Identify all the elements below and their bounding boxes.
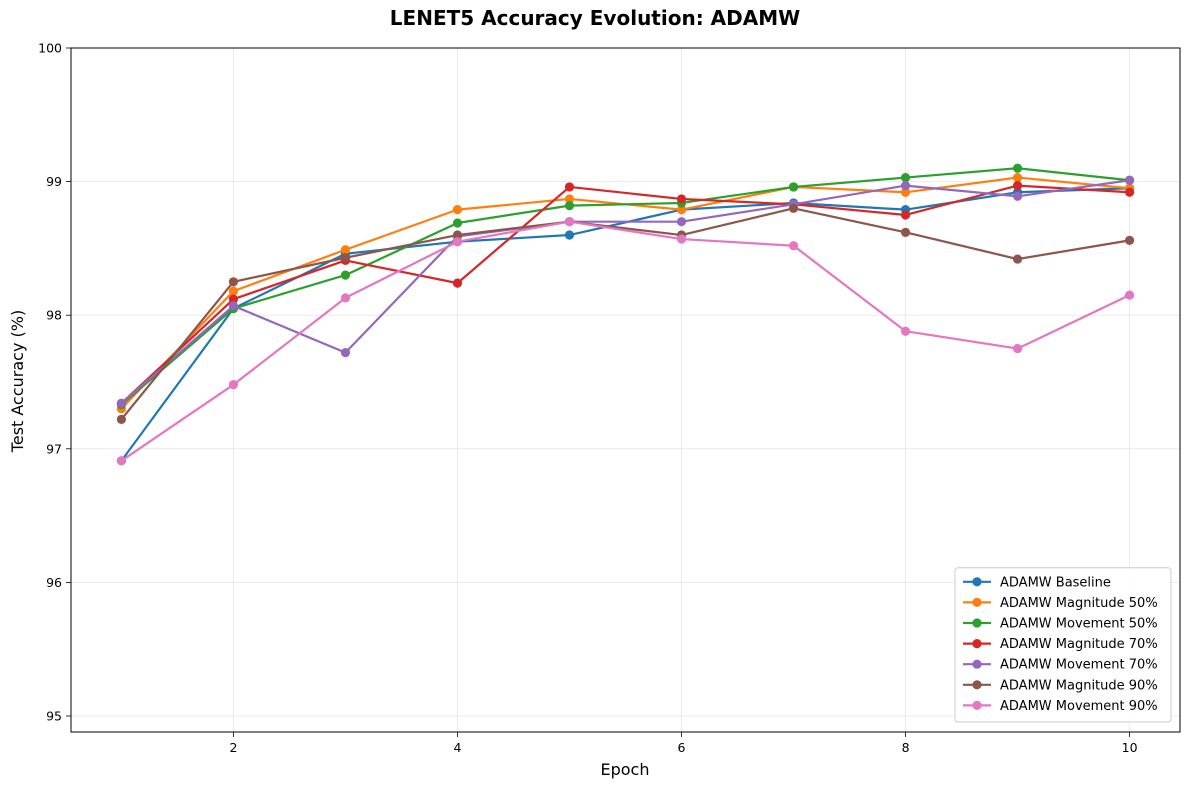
data-point — [452, 278, 463, 288]
data-point — [228, 277, 239, 287]
data-point — [228, 380, 239, 390]
series-4 — [116, 181, 1135, 408]
data-point — [340, 270, 351, 280]
legend-marker — [972, 577, 982, 587]
plot-frame — [70, 47, 1181, 733]
legend-label: ADAMW Magnitude 50% — [1000, 596, 1158, 611]
y-tick-label: 100 — [38, 41, 62, 56]
data-point — [564, 201, 575, 211]
data-point — [1124, 187, 1135, 197]
legend-label: ADAMW Magnitude 70% — [1000, 637, 1158, 652]
data-point — [900, 172, 911, 183]
y-axis-label: Test Accuracy (%) — [8, 310, 27, 453]
legend-label: ADAMW Movement 90% — [1000, 699, 1158, 714]
data-point — [116, 414, 127, 424]
data-point — [900, 227, 911, 237]
x-tick-label: 10 — [1122, 740, 1138, 755]
data-point — [340, 245, 351, 255]
legend-marker — [972, 639, 982, 649]
series-line — [120, 220, 1131, 462]
series-line — [120, 179, 1130, 405]
data-point — [1124, 175, 1135, 185]
data-point — [900, 181, 911, 191]
data-point — [900, 326, 911, 336]
data-point — [452, 205, 463, 215]
data-point — [340, 253, 351, 263]
chart-title: LENET5 Accuracy Evolution: ADAMW — [390, 6, 800, 30]
data-point — [228, 286, 239, 296]
series-line — [120, 207, 1130, 421]
data-point — [564, 194, 575, 204]
data-point — [564, 230, 575, 240]
legend-item: ADAMW Movement 50% — [963, 617, 1158, 632]
y-tick-label: 97 — [46, 441, 62, 456]
data-point — [1012, 191, 1023, 201]
data-point — [452, 237, 463, 247]
data-point — [452, 230, 463, 240]
legend-item: ADAMW Movement 90% — [963, 699, 1158, 714]
x-tick-label: 6 — [678, 740, 686, 755]
legend: ADAMW Baseline ADAMW Magnitude 50% ADAMW M… — [954, 567, 1172, 723]
data-point — [676, 234, 687, 244]
series-1 — [116, 183, 1135, 466]
legend-item: ADAMW Movement 70% — [963, 658, 1158, 673]
data-point — [1012, 343, 1023, 354]
data-point — [116, 398, 127, 408]
legend-marker — [972, 700, 982, 711]
x-axis-label: Epoch — [601, 760, 650, 779]
legend-marker — [972, 597, 982, 608]
legend-marker — [972, 618, 982, 628]
data-point — [228, 294, 239, 304]
series-2 — [116, 172, 1135, 414]
legend-marker — [972, 659, 982, 669]
y-tick-label: 98 — [46, 308, 62, 323]
legend-label: ADAMW Movement 70% — [1000, 658, 1158, 673]
x-tick-label: 8 — [902, 740, 910, 755]
data-point — [452, 218, 463, 228]
series-6 — [116, 203, 1135, 424]
data-point — [1012, 172, 1023, 183]
data-point — [788, 203, 799, 213]
x-tick-label: 2 — [229, 740, 237, 755]
data-point — [900, 187, 911, 197]
legend-label: ADAMW Magnitude 90% — [1000, 678, 1158, 693]
legend-label: ADAMW Baseline — [1000, 575, 1111, 590]
series-line — [120, 176, 1130, 410]
data-point — [1012, 163, 1023, 173]
series-layer — [116, 163, 1135, 466]
data-point — [1124, 290, 1135, 300]
data-point — [564, 217, 575, 227]
data-point — [340, 293, 351, 303]
data-point — [1012, 181, 1023, 191]
y-tick-label: 96 — [46, 575, 62, 590]
data-point — [676, 205, 687, 215]
series-line — [120, 167, 1130, 406]
legend-marker — [972, 680, 982, 690]
data-point — [676, 217, 687, 227]
data-point — [564, 182, 575, 192]
data-point — [1124, 235, 1135, 245]
data-point — [788, 182, 799, 192]
data-point — [228, 301, 239, 311]
data-point — [900, 210, 911, 220]
series-7 — [116, 217, 1135, 466]
y-tick-label: 99 — [46, 174, 62, 189]
data-point — [116, 456, 127, 466]
legend-item: ADAMW Magnitude 50% — [963, 596, 1158, 611]
legend-item: ADAMW Magnitude 70% — [963, 637, 1158, 652]
data-point — [340, 347, 351, 358]
legend-label: ADAMW Movement 50% — [1000, 617, 1158, 632]
data-point — [676, 194, 687, 204]
data-point — [788, 241, 799, 251]
x-tick-label: 4 — [453, 740, 461, 755]
legend-box — [954, 567, 1172, 723]
y-tick-label: 95 — [46, 708, 62, 723]
legend-item: ADAMW Magnitude 90% — [963, 678, 1158, 693]
legend-item: ADAMW Baseline — [963, 575, 1111, 590]
axis-ticks: 2 4 6 8 10 95 96 97 98 99 100 — [38, 41, 1137, 756]
series-line — [120, 184, 1130, 405]
data-point — [1012, 254, 1023, 264]
